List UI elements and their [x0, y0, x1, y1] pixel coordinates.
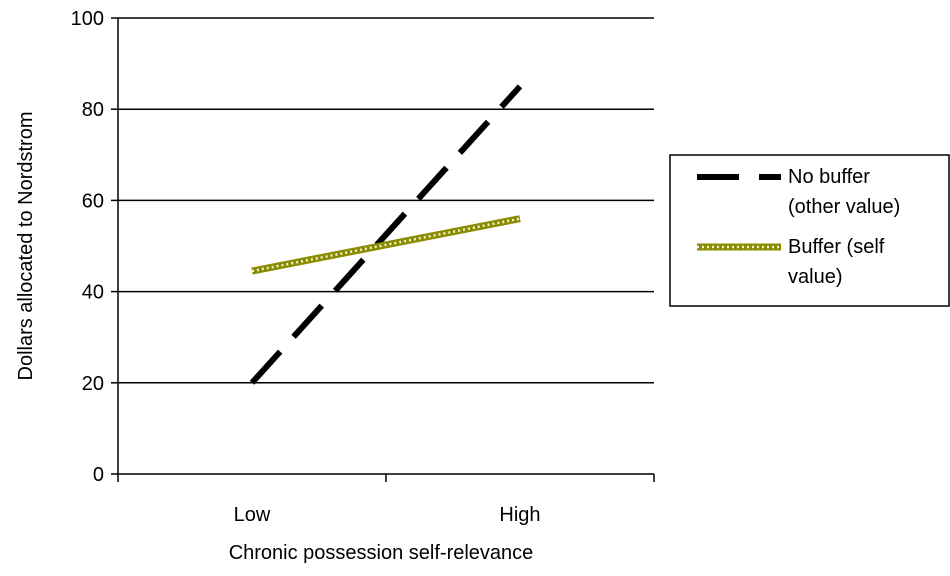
y-tick-label: 40 — [82, 282, 104, 304]
legend-label: Buffer (self — [788, 236, 885, 258]
legend-label: value) — [788, 266, 842, 288]
gridlines — [118, 17, 654, 384]
legend: No buffer (other value) Buffer (self value) — [669, 154, 950, 307]
legend-label: (other value) — [788, 196, 900, 218]
x-axis-title: Chronic possession self-relevance — [229, 542, 534, 564]
x-tick-label: High — [499, 504, 540, 526]
legend-box — [669, 154, 950, 307]
y-tick-label: 80 — [82, 99, 104, 121]
series-line — [249, 84, 523, 385]
y-tick-label: 0 — [93, 464, 104, 486]
y-tick-label: 60 — [82, 190, 104, 212]
series-line-pattern — [251, 217, 521, 273]
series-lines — [249, 84, 523, 385]
x-tick-label: Low — [234, 504, 271, 526]
tick-labels: 0 20 40 60 80 100 Low High — [71, 8, 655, 526]
y-axis-title: Dollars allocated to Nordstrom — [15, 112, 37, 381]
y-tick-label: 100 — [71, 8, 104, 30]
legend-label: No buffer — [788, 166, 870, 188]
y-tick-label: 20 — [82, 373, 104, 395]
